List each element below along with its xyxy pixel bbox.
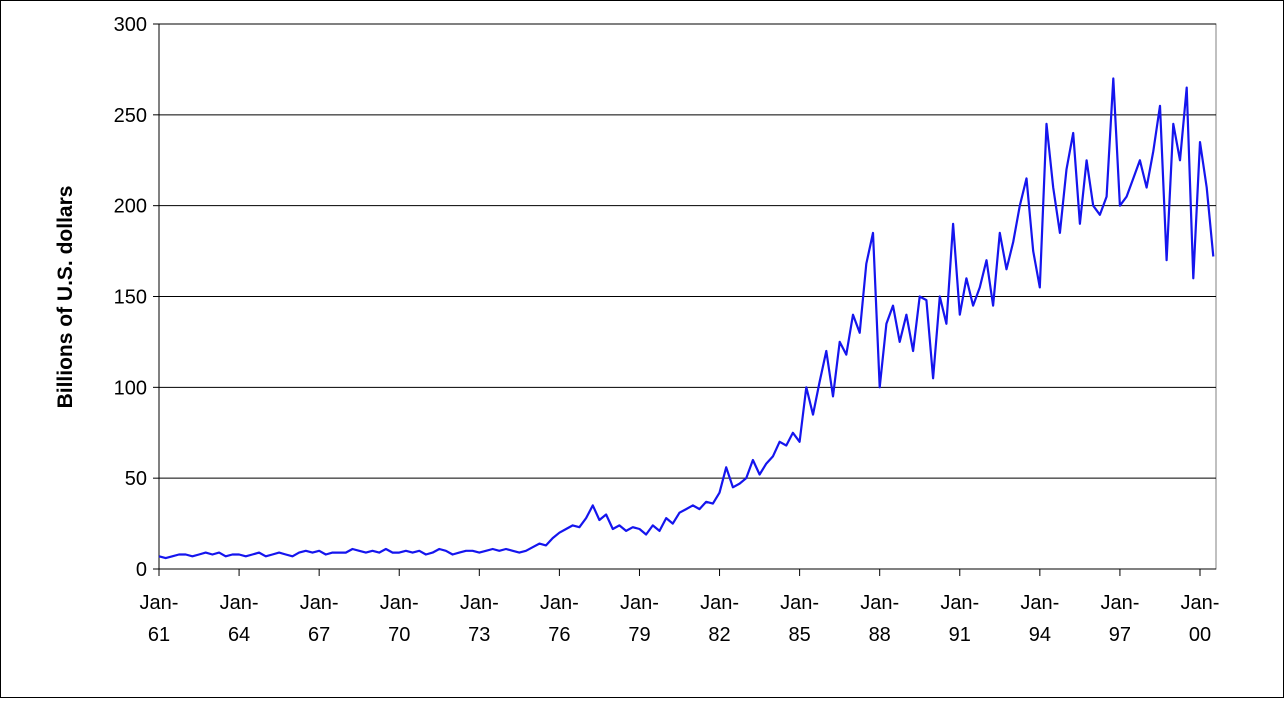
x-tick-label-line: Jan-: [220, 592, 259, 614]
x-tick-label: Jan- 91: [940, 592, 979, 646]
x-tick-label-line: Jan-: [1181, 592, 1220, 614]
x-tick-label: Jan- 94: [1020, 592, 1059, 646]
x-tick-label-line: 97: [1109, 624, 1131, 646]
x-tick-label: Jan- 82: [700, 592, 739, 646]
x-tick-label-line: Jan-: [620, 592, 659, 614]
x-tick-label-line: 91: [949, 624, 971, 646]
x-tick-label-line: 76: [548, 624, 570, 646]
x-tick-label: Jan- 70: [380, 592, 419, 646]
x-tick-label: Jan- 64: [220, 592, 259, 646]
x-tick-label-line: 82: [708, 624, 730, 646]
x-tick-label-line: 79: [628, 624, 650, 646]
x-tick-label-line: 85: [788, 624, 810, 646]
x-tick-label-line: Jan-: [1020, 592, 1059, 614]
x-tick-label-line: Jan-: [380, 592, 419, 614]
x-tick-label: Jan- 00: [1181, 592, 1220, 646]
x-tick-label: Jan- 76: [540, 592, 579, 646]
x-tick-label-line: Jan-: [300, 592, 339, 614]
y-tick-label: 200: [114, 196, 147, 218]
x-tick-label: Jan- 73: [460, 592, 499, 646]
x-tick-label: Jan- 97: [1100, 592, 1139, 646]
x-tick-label-line: 67: [308, 624, 330, 646]
x-tick-label-line: 94: [1029, 624, 1051, 646]
y-axis-label: Billions of U.S. dollars: [54, 186, 77, 409]
x-tick-label-line: Jan-: [780, 592, 819, 614]
x-tick-label-line: Jan-: [540, 592, 579, 614]
x-tick-label-line: 73: [468, 624, 490, 646]
y-tick-label: 100: [114, 377, 147, 399]
x-tick-label: Jan- 79: [620, 592, 659, 646]
x-tick-label: Jan- 85: [780, 592, 819, 646]
x-tick-label-line: Jan-: [700, 592, 739, 614]
y-tick-label: 50: [125, 468, 147, 490]
x-tick-label-line: 61: [148, 624, 170, 646]
x-tick-label-line: 70: [388, 624, 410, 646]
x-tick-label: Jan- 88: [860, 592, 899, 646]
x-tick-label-line: 64: [228, 624, 250, 646]
y-tick-label: 300: [114, 14, 147, 36]
x-tick-label-line: Jan-: [140, 592, 179, 614]
x-tick-label-line: Jan-: [1100, 592, 1139, 614]
x-tick-label-line: Jan-: [940, 592, 979, 614]
data-line: [158, 77, 1215, 560]
x-tick-label-line: Jan-: [460, 592, 499, 614]
x-tick-label-line: 88: [869, 624, 891, 646]
x-tick-label-line: Jan-: [860, 592, 899, 614]
x-tick-label: Jan- 67: [300, 592, 339, 646]
y-tick-label: 250: [114, 105, 147, 127]
y-tick-label: 0: [136, 559, 147, 581]
x-tick-label-line: 00: [1189, 624, 1211, 646]
y-tick-label: 150: [114, 287, 147, 309]
x-tick-label: Jan- 61: [140, 592, 179, 646]
